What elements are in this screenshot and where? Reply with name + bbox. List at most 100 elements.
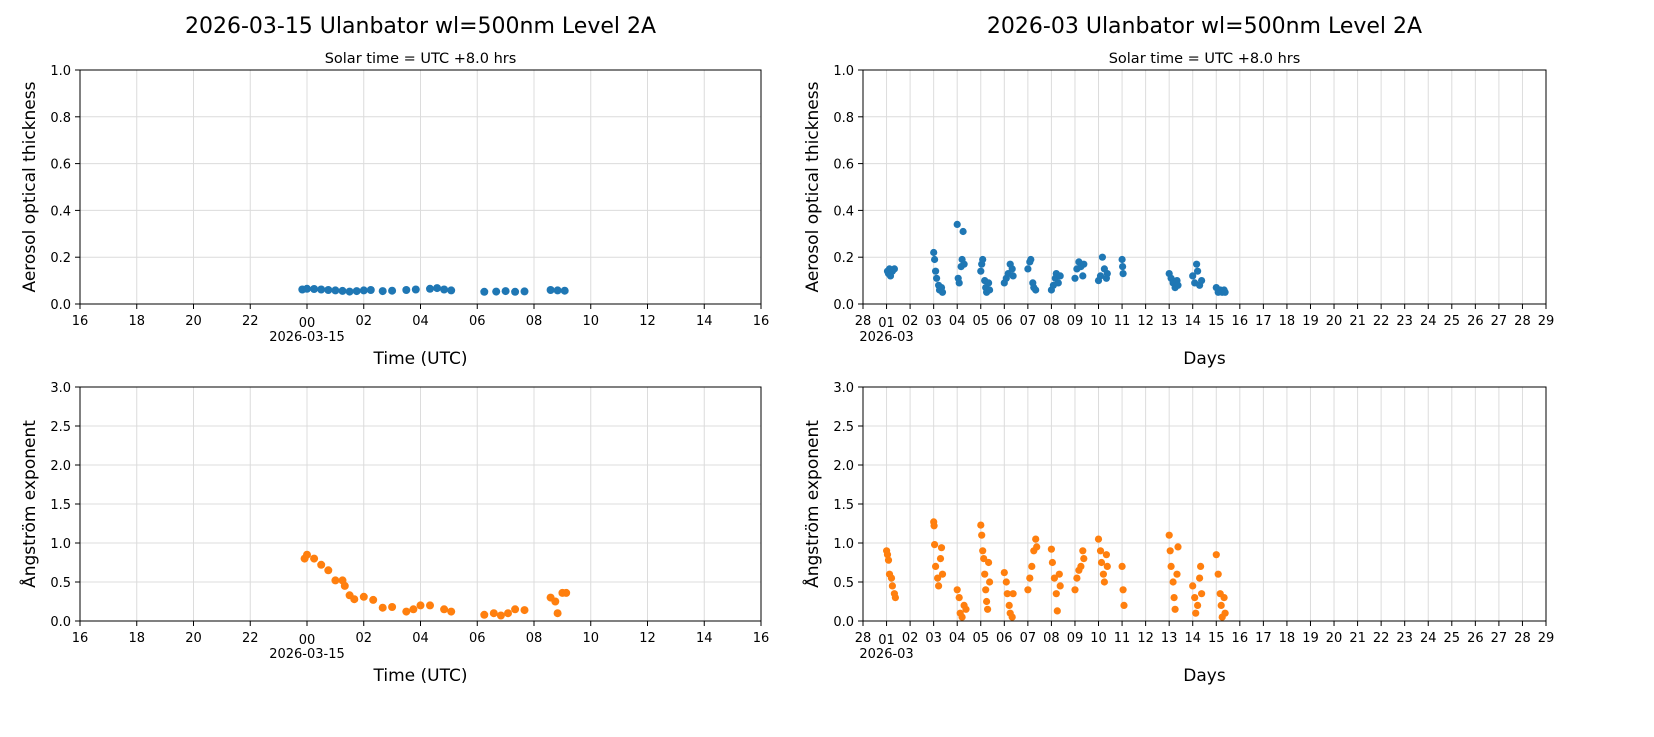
data-point <box>955 279 963 287</box>
data-point <box>324 566 333 575</box>
data-point <box>936 555 945 563</box>
data-point <box>1194 267 1202 275</box>
plot-frame <box>862 69 1547 305</box>
y-tick-label: 1.0 <box>50 537 71 552</box>
data-point <box>426 601 434 610</box>
data-point <box>310 554 319 563</box>
x-tick-label: 16 <box>1232 631 1249 646</box>
x-tick-label: 04 <box>949 631 966 646</box>
data-point <box>890 265 899 273</box>
data-point <box>934 574 942 582</box>
x-tick-label: 19 <box>1302 631 1319 646</box>
y-tick-label: 0.6 <box>50 158 71 173</box>
data-point <box>359 286 368 295</box>
data-point <box>931 255 939 264</box>
y-axis-label: Aerosol optical thickness <box>20 81 40 292</box>
x-tick-label: 29 <box>1538 631 1555 646</box>
data-point <box>359 592 368 601</box>
x-tick-label: 25 <box>1444 631 1461 646</box>
data-point <box>345 287 354 296</box>
x-tick-label: 07 <box>1020 314 1037 329</box>
x-tick-label: 21 <box>1349 314 1366 329</box>
plot-frame <box>79 69 762 305</box>
data-point <box>1047 545 1055 553</box>
data-point <box>1056 582 1064 590</box>
plot-frame <box>79 386 762 622</box>
data-point <box>980 555 988 563</box>
x-axis-label: Days <box>1183 349 1226 369</box>
chart-title: 2026-03-15 Ulanbator wl=500nm Level 2A <box>185 14 656 39</box>
data-point <box>933 274 941 282</box>
x-tick-label: 16 <box>72 314 89 329</box>
data-point <box>982 586 990 594</box>
data-point <box>938 570 947 578</box>
y-tick-label: 0.0 <box>50 615 71 630</box>
x-tick-label: 04 <box>412 631 429 646</box>
x-tick-label: 03 <box>925 314 942 329</box>
plot-frame <box>862 386 1547 622</box>
data-point <box>1192 609 1200 617</box>
x-tick-label: 16 <box>753 631 770 646</box>
data-point <box>930 248 938 257</box>
y-tick-label: 0.0 <box>833 298 854 313</box>
data-point <box>411 285 420 294</box>
x-tick-label: 28 <box>1514 314 1531 329</box>
data-point <box>447 286 456 295</box>
x-tick-label: 10 <box>1090 314 1107 329</box>
x-tick-label: 04 <box>412 314 429 329</box>
data-point <box>1189 582 1197 590</box>
x-tick-label: 03 <box>925 631 942 646</box>
x-tick-label: 18 <box>1279 314 1296 329</box>
data-point <box>953 586 961 594</box>
data-point <box>504 609 512 618</box>
y-tick-label: 2.0 <box>50 459 71 474</box>
y-tick-label: 0.0 <box>50 298 71 313</box>
x-tick-label: 06 <box>996 631 1013 646</box>
data-point <box>310 285 319 293</box>
x-tick-label: 23 <box>1396 314 1413 329</box>
x-tick-label: 12 <box>639 314 656 329</box>
data-point <box>1171 605 1179 613</box>
x-tick-label: 12 <box>639 631 656 646</box>
data-point <box>884 556 893 564</box>
data-point <box>562 588 571 597</box>
data-point <box>1196 574 1204 582</box>
data-point <box>1080 555 1088 563</box>
y-tick-label: 1.5 <box>50 498 71 513</box>
chart-title: 2026-03 Ulanbator wl=500nm Level 2A <box>987 14 1422 39</box>
chart-subtitle: Solar time = UTC +8.0 hrs <box>325 51 517 67</box>
data-point <box>378 603 387 612</box>
x-tick-label: 09 <box>1067 631 1084 646</box>
data-point <box>1097 558 1106 567</box>
data-point <box>324 286 333 294</box>
data-point <box>1079 547 1087 555</box>
x-tick-label: 00 <box>299 316 316 331</box>
data-point <box>1198 590 1206 598</box>
x-tick-label: 01 <box>878 316 895 331</box>
data-point <box>1166 547 1174 555</box>
x-tick-label: 24 <box>1420 314 1437 329</box>
x-tick-label: 16 <box>72 631 89 646</box>
data-point <box>1054 279 1062 287</box>
y-axis-label: Ångström exponent <box>801 420 823 588</box>
data-point <box>979 255 987 264</box>
data-point <box>1096 547 1105 555</box>
data-point <box>440 285 449 294</box>
data-point <box>1197 562 1205 571</box>
data-point <box>888 582 897 590</box>
data-point <box>350 595 359 604</box>
data-point <box>560 286 569 295</box>
x-tick-label: 29 <box>1538 314 1555 329</box>
data-point <box>1220 594 1228 602</box>
data-point <box>416 601 425 610</box>
x-tick-label: 27 <box>1491 631 1508 646</box>
data-point <box>1099 570 1107 578</box>
data-point <box>1005 601 1013 610</box>
x-tick-label: 20 <box>185 314 202 329</box>
data-point <box>340 581 349 590</box>
data-point <box>1098 253 1106 261</box>
data-point <box>303 550 311 559</box>
data-point <box>1217 601 1225 610</box>
